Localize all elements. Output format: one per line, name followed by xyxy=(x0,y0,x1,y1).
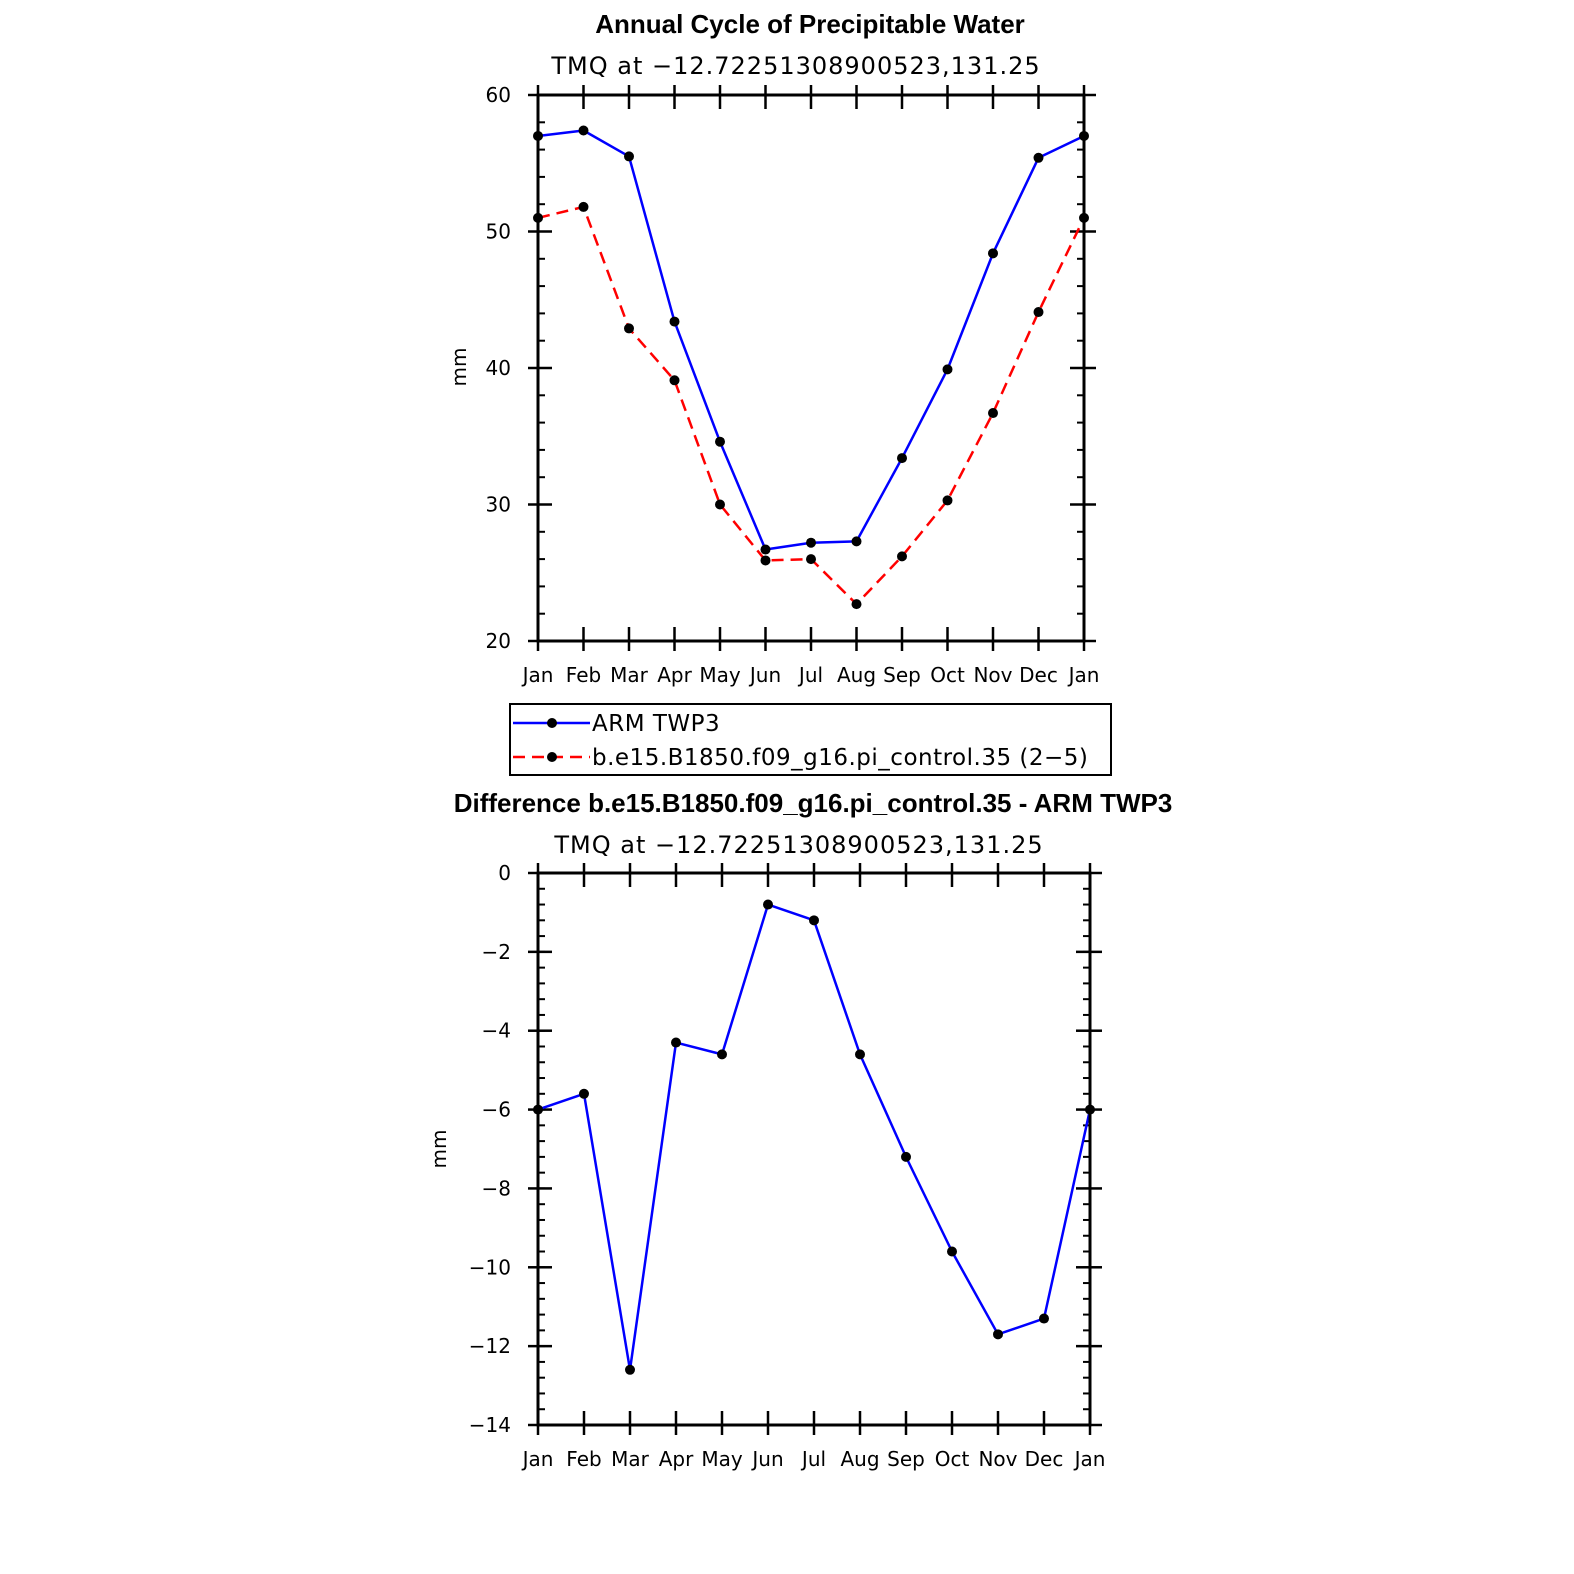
x-tick-label: Oct xyxy=(930,663,965,687)
data-point xyxy=(717,1049,727,1060)
legend-marker-model xyxy=(547,752,557,762)
x-tick-label: Jan xyxy=(1067,663,1100,687)
x-tick-label: Sep xyxy=(883,663,921,687)
x-tick-label: Aug xyxy=(840,1447,879,1471)
data-point xyxy=(624,151,634,162)
x-tick-label: Jan xyxy=(521,663,554,687)
data-point xyxy=(715,436,725,447)
series-group xyxy=(533,125,1089,610)
y-tick-label: 40 xyxy=(486,356,511,380)
data-point xyxy=(942,495,953,506)
data-point xyxy=(579,1088,589,1099)
plot-frame xyxy=(536,871,1092,1427)
data-point xyxy=(1039,1313,1049,1324)
data-point xyxy=(897,453,907,464)
data-point xyxy=(625,1364,635,1375)
data-point xyxy=(901,1151,911,1162)
x-tick-label: Jul xyxy=(800,1447,826,1471)
axis-tick-labels: Jan Feb Mar Apr May Jun Jul Aug Sep Oct Nov Dec Jan 2… xyxy=(486,83,1100,687)
data-point xyxy=(897,551,907,562)
x-tick-label: Feb xyxy=(566,1447,601,1471)
data-point xyxy=(851,599,862,610)
series-line xyxy=(537,129,1085,551)
x-tick-label: May xyxy=(699,663,741,687)
data-point xyxy=(851,536,862,547)
x-tick-label: Oct xyxy=(935,1447,970,1471)
x-tick-label: Jun xyxy=(748,663,781,687)
chart-title: Difference b.e15.B1850.f09_g16.pi_contro… xyxy=(454,788,1173,818)
legend-label-arm: ARM TWP3 xyxy=(592,711,720,737)
x-tick-label: Nov xyxy=(973,663,1012,687)
x-tick-label: Jul xyxy=(797,663,823,687)
x-tick-label: Dec xyxy=(1025,1447,1064,1471)
y-tick-label: −10 xyxy=(469,1255,511,1279)
data-point xyxy=(988,408,998,419)
precipitable-water-difference-chart: Difference b.e15.B1850.f09_g16.pi_contro… xyxy=(427,788,1172,1471)
data-point xyxy=(760,555,771,566)
data-point xyxy=(763,899,773,910)
data-point xyxy=(669,316,680,327)
data-point xyxy=(947,1246,957,1257)
x-tick-label: Jan xyxy=(521,1447,554,1471)
y-axis-label: mm xyxy=(427,1130,451,1169)
y-axis-label: mm xyxy=(447,348,471,387)
data-point xyxy=(715,499,725,510)
x-tick-label: Mar xyxy=(611,1447,650,1471)
data-point xyxy=(671,1037,681,1048)
chart-title: Annual Cycle of Precipitable Water xyxy=(595,9,1025,39)
y-tick-label: −12 xyxy=(469,1334,511,1358)
precipitable-water-annual-cycle-chart: Annual Cycle of Precipitable Water TMQ a… xyxy=(447,9,1099,687)
x-tick-label: Aug xyxy=(837,663,876,687)
x-tick-label: Nov xyxy=(978,1447,1017,1471)
x-tick-label: Apr xyxy=(659,1447,694,1471)
legend: ARM TWP3 b.e15.B1850.f09_g16.pi_control.… xyxy=(509,703,1112,776)
data-point xyxy=(624,323,634,334)
axis-ticks xyxy=(528,863,1102,1435)
chart-subtitle: TMQ at −12.72251308900523,131.25 xyxy=(553,831,1043,859)
data-point xyxy=(578,125,589,136)
legend-marker-arm xyxy=(547,718,557,728)
x-tick-label: Jun xyxy=(750,1447,783,1471)
x-tick-label: May xyxy=(701,1447,743,1471)
x-tick-label: Sep xyxy=(887,1447,925,1471)
x-tick-label: Mar xyxy=(610,663,649,687)
x-tick-label: Jan xyxy=(1073,1447,1106,1471)
series-group xyxy=(533,899,1095,1375)
y-tick-label: −2 xyxy=(482,940,511,964)
y-tick-label: 50 xyxy=(486,220,511,244)
data-point xyxy=(1033,307,1044,318)
x-tick-label: Dec xyxy=(1019,663,1058,687)
y-tick-label: 30 xyxy=(486,493,511,517)
series-line xyxy=(537,903,1092,1372)
y-tick-label: −6 xyxy=(482,1098,511,1122)
y-tick-label: −8 xyxy=(482,1176,511,1200)
data-point xyxy=(1033,152,1044,163)
y-tick-label: −14 xyxy=(469,1413,511,1437)
axis-ticks xyxy=(528,85,1096,651)
data-point xyxy=(993,1329,1003,1340)
x-tick-label: Apr xyxy=(657,663,692,687)
axis-tick-labels: Jan Feb Mar Apr May Jun Jul Aug Sep Oct Nov Dec Jan−… xyxy=(469,861,1106,1471)
y-tick-label: 60 xyxy=(486,83,511,107)
data-point xyxy=(855,1049,865,1060)
legend-label-model: b.e15.B1850.f09_g16.pi_control.35 (2−5) xyxy=(592,745,1088,771)
legend-box xyxy=(509,703,1112,776)
y-tick-label: 0 xyxy=(498,861,511,885)
data-point xyxy=(806,537,816,548)
x-tick-label: Feb xyxy=(566,663,601,687)
y-tick-label: 20 xyxy=(486,629,511,653)
data-point xyxy=(760,544,771,555)
data-point xyxy=(809,915,819,926)
plot-frame xyxy=(536,93,1086,643)
data-point xyxy=(669,375,680,386)
data-point xyxy=(988,248,998,259)
data-point xyxy=(806,554,816,565)
chart-subtitle: TMQ at −12.72251308900523,131.25 xyxy=(550,52,1040,80)
data-point xyxy=(942,364,953,375)
y-tick-label: −4 xyxy=(482,1019,511,1043)
data-point xyxy=(578,201,589,212)
